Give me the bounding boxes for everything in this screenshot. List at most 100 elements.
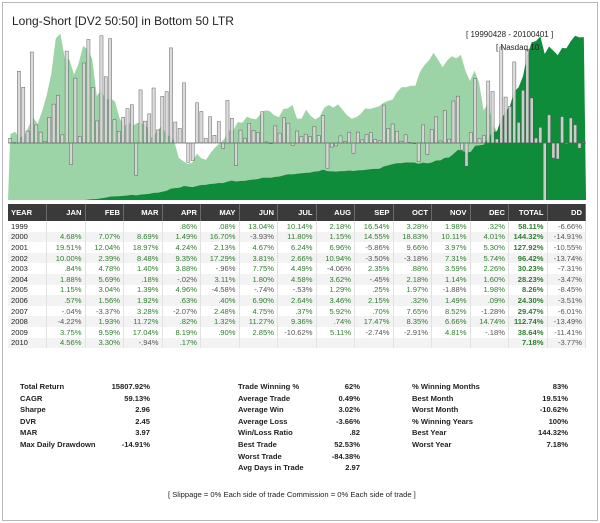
table-cell: .17% [162,337,201,349]
stat-row: Average Trade 0.49% [238,394,360,406]
monthly-return-bar [451,100,456,144]
table-cell: 8.35% [393,316,432,327]
column-header: SEP [354,204,394,221]
table-row: 2006.57% 1.56% 1.92% .63% .40% 6.90% 2.64% 3.46… [8,295,586,306]
table-cell: 8.52% [431,305,471,317]
year-cell: 2010 [8,337,47,349]
monthly-return-bar [329,142,334,148]
stat-row: Worst Month -10.62% [412,405,568,417]
monthly-return-bar [568,117,573,144]
monthly-return-bar [151,87,156,144]
monthly-return-bar [486,80,491,144]
monthly-return-bar [386,128,391,144]
stat-row: CAGR 59.13% [20,394,150,406]
monthly-return-bar [521,90,525,144]
monthly-return-bar [199,111,204,144]
table-cell: -14.91% [547,231,586,243]
table-cell: 2.35% [354,263,394,274]
year-cell: 2004 [8,273,47,285]
monthly-return-bar [338,135,343,144]
monthly-return-bar [469,132,473,144]
column-header: TOTAL [508,204,548,221]
monthly-return-bar [299,136,304,144]
monthly-return-bar [260,111,265,144]
table-cell: 30.23% [508,263,548,274]
table-cell: 4.81% [431,326,471,338]
table-cell: -3.77% [547,337,586,349]
table-cell: 1.98% [470,284,509,296]
table-cell: 9.35% [162,252,201,264]
monthly-return-bar [516,122,521,144]
stat-value: 2.97 [345,463,360,473]
monthly-return-bar [156,129,160,144]
stat-value: 52.53% [334,439,360,449]
table-cell [46,221,86,232]
stats-column-periods: % Winning Months 83% Best Month 19.51% Worst… [412,382,568,452]
monthly-return-bar [34,124,39,144]
stat-row: Max Daily Drawdown -14.91% [20,440,150,452]
table-cell: 10.14% [277,221,317,232]
table-row: 2001 19.51% 12.04% 18.97% 4.24% 2.13% 4.67% 6.2… [8,242,586,253]
monthly-return-bar [390,123,395,144]
stats-column-performance: Total Return 15807.92% CAGR 59.13% Sharpe 2.9… [20,382,150,452]
table-cell [354,337,394,349]
table-cell: -4.06% [316,263,355,274]
stat-value: .82 [349,428,360,438]
table-cell: 1.15% [46,284,86,296]
column-header: MAY [200,204,240,221]
table-cell: 29.47% [508,305,548,317]
table-cell [85,221,124,232]
monthly-return-bar [334,142,338,147]
table-cell: 16.54% [354,221,394,232]
table-cell: 1.40% [123,263,163,274]
monthly-return-bar [360,139,365,144]
stat-value: 83% [552,382,568,391]
stat-label: DVR [20,416,37,426]
column-header: APR [162,204,201,221]
date-range-label: [ 19990428 - 20100401 ] [466,30,554,39]
year-cell: 2007 [8,305,47,317]
monthly-return-bar [416,142,421,162]
table-row: 2000 4.68% 7.07% 8.69% 1.49% 16.70% -3.93% 11.8… [8,231,586,243]
column-header: AUG [316,204,355,221]
monthly-return-bar [160,96,165,144]
table-cell: 3.59% [431,263,471,274]
stat-value: 144.32% [538,428,568,438]
monthly-return-bar [364,134,369,144]
table-cell: 4.96% [162,284,201,296]
year-cell: 2009 [8,326,47,338]
monthly-return-bar [95,120,99,144]
table-cell: 144.32% [508,231,548,243]
table-cell: 3.62% [316,273,355,285]
table-cell: .74% [316,316,355,327]
table-cell: -8.45% [547,284,586,296]
monthly-return-bar [251,130,256,144]
table-cell: 6.96% [316,242,355,253]
monthly-return-bar [555,142,560,160]
table-row: 2005 1.15% 3.04% 1.39% 4.96% -4.58% -.74% -.53%… [8,284,586,296]
stat-row: Best Month 19.51% [412,394,568,406]
table-cell: 28.23% [508,273,548,285]
stat-value: -84.38% [331,451,360,461]
monthly-return-bar [460,142,464,151]
monthly-return-bar [373,139,378,144]
monthly-return-bar [212,135,217,144]
monthly-return-bar [382,104,386,144]
monthly-return-bar [147,113,152,144]
table-cell: 3.30% [85,337,124,349]
stat-value: 15807.92% [111,382,150,391]
monthly-return-bar [321,115,325,144]
monthly-return-bar [490,91,495,144]
monthly-return-bar [303,133,308,144]
table-cell: .08% [200,221,240,232]
table-cell: 7.31% [431,252,471,264]
monthly-return-bar [221,142,225,149]
table-cell: .88% [393,263,432,274]
table-cell: 3.11% [200,273,240,285]
monthly-return-bar [495,138,499,144]
year-cell: 2000 [8,231,47,243]
monthly-return-bar [108,38,112,144]
monthly-return-bar [482,135,486,144]
stats-column-trades: Trade Winning % 62% Average Trade 0.49% Aver… [238,382,360,475]
table-cell: 2.15% [354,295,394,306]
